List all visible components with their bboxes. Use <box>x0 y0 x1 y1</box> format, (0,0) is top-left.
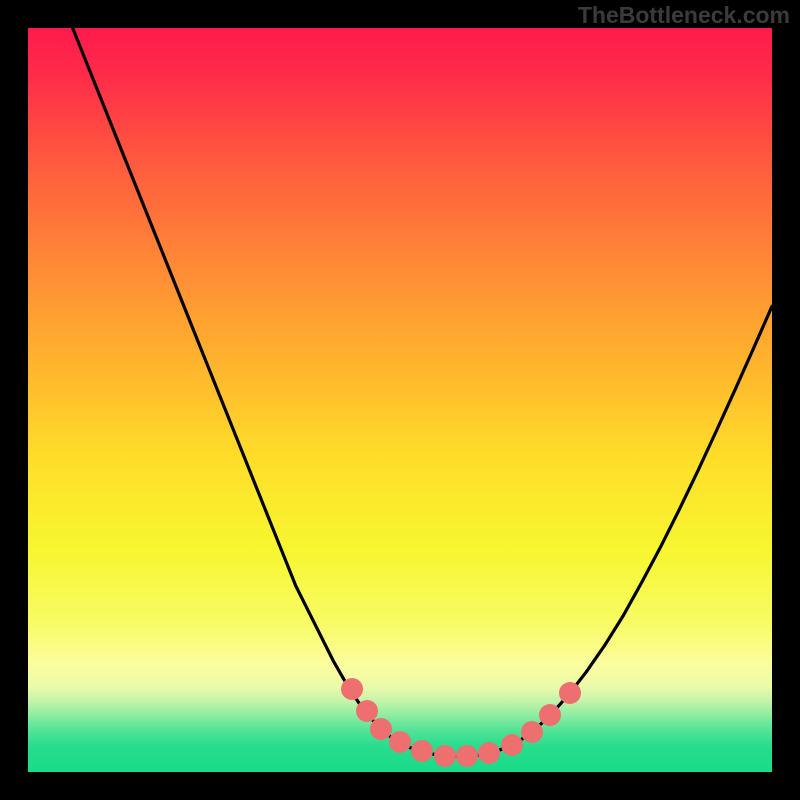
curve-marker <box>559 682 581 704</box>
bottleneck-curve <box>73 28 772 756</box>
curve-marker <box>539 704 561 726</box>
curve-marker <box>341 678 363 700</box>
curve-marker <box>521 721 543 743</box>
curve-marker <box>456 745 478 767</box>
curve-marker <box>411 740 433 762</box>
curve-marker <box>434 745 456 767</box>
watermark-text: TheBottleneck.com <box>578 2 790 29</box>
curve-marker <box>501 734 523 756</box>
curve-layer <box>28 28 772 772</box>
curve-marker <box>356 700 378 722</box>
curve-marker <box>478 742 500 764</box>
plot-area <box>28 28 772 772</box>
curve-marker <box>389 731 411 753</box>
chart-frame: TheBottleneck.com <box>0 0 800 800</box>
